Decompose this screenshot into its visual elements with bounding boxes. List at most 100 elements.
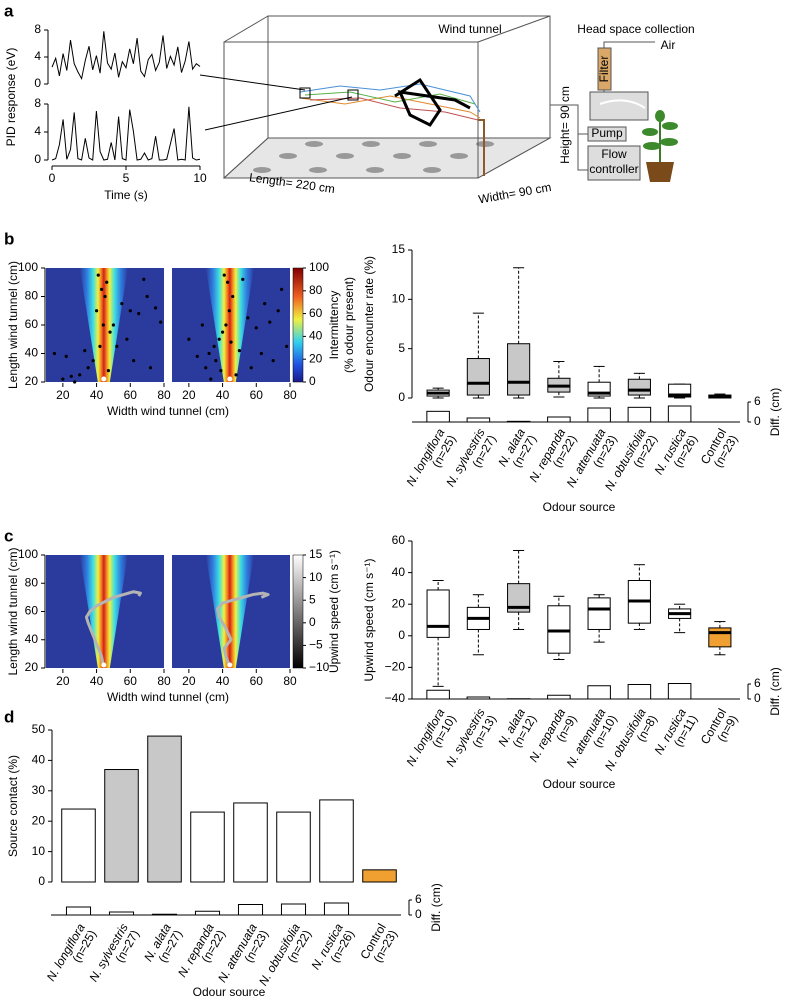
- position-point: [83, 349, 86, 352]
- x-tick-label: 10: [193, 171, 207, 185]
- position-point: [159, 321, 162, 324]
- position-point: [98, 345, 101, 348]
- position-point: [92, 359, 95, 362]
- diff-bar: [628, 407, 651, 422]
- position-point: [137, 312, 140, 315]
- y-tick-label: 0: [754, 414, 761, 428]
- odour-source: [101, 377, 106, 382]
- bar: [320, 800, 354, 882]
- y-tick-label: −40: [385, 691, 406, 705]
- position-point: [65, 355, 68, 358]
- y-tick-label: 60: [25, 317, 39, 331]
- diff-bar: [467, 418, 490, 422]
- diagram-title: Wind tunnel: [438, 22, 501, 36]
- position-point: [204, 366, 207, 369]
- panel-letter: c: [4, 526, 13, 545]
- flow-controller-label: controller: [589, 162, 638, 176]
- y-tick-label: 60: [392, 533, 406, 547]
- position-point: [146, 295, 149, 298]
- x-tick-label: 80: [157, 674, 171, 688]
- position-point: [70, 375, 73, 378]
- y-tick-label: −20: [385, 660, 406, 674]
- position-point: [231, 295, 234, 298]
- box: [508, 344, 530, 395]
- y-tick-label: 0: [309, 374, 316, 388]
- position-point: [268, 321, 271, 324]
- y-axis-label: Odour encounter rate (%): [362, 256, 376, 392]
- bar: [105, 770, 139, 882]
- x-tick-label: 40: [90, 674, 104, 688]
- bar: [191, 812, 225, 882]
- box: [628, 379, 650, 395]
- diff-axis-label: Diff. (cm): [768, 667, 782, 715]
- y-tick-label: 40: [32, 753, 46, 767]
- pid-trace: [52, 31, 200, 78]
- y-axis-label: Length wind tunnel (cm): [6, 261, 20, 389]
- position-point: [223, 274, 226, 277]
- y-tick-label: 0: [398, 628, 405, 642]
- diff-bar: [548, 417, 571, 422]
- position-point: [221, 331, 224, 334]
- position-point: [224, 323, 227, 326]
- x-axis-label: Odour source: [543, 500, 616, 514]
- diff-bar: [281, 904, 305, 915]
- position-point: [238, 349, 241, 352]
- box: [709, 628, 731, 647]
- colorbar: [293, 555, 303, 668]
- bar: [148, 736, 182, 882]
- panel-letter: a: [4, 1, 14, 20]
- position-point: [277, 309, 280, 312]
- y-tick-label: 60: [309, 306, 323, 320]
- colorbar-label: (% odour present): [342, 277, 356, 373]
- position-point: [196, 355, 199, 358]
- y-axis-label: PID response (eV): [4, 48, 18, 147]
- x-tick-label: 80: [157, 388, 171, 402]
- position-point: [105, 281, 108, 284]
- y-tick-label: 100: [18, 260, 38, 274]
- position-point: [61, 378, 64, 381]
- position-point: [187, 338, 190, 341]
- x-tick-label: 20: [182, 674, 196, 688]
- position-point: [107, 369, 110, 372]
- position-point: [209, 378, 212, 381]
- position-point: [213, 345, 216, 348]
- y-tick-label: 80: [25, 575, 39, 589]
- bar: [277, 812, 311, 882]
- y-tick-label: 8: [34, 96, 41, 110]
- position-point: [132, 359, 135, 362]
- colorbar-label: Upwind speed (cm s⁻¹): [327, 550, 341, 673]
- position-point: [125, 338, 128, 341]
- diff-axis-label: Diff. (cm): [429, 883, 443, 931]
- bar: [234, 803, 268, 882]
- x-axis-label: Width wind tunnel (cm): [107, 404, 229, 418]
- x-tick-label: 20: [182, 388, 196, 402]
- x-axis-label: Width wind tunnel (cm): [107, 690, 229, 704]
- x-tick-label: 80: [283, 674, 297, 688]
- odour-source: [227, 663, 232, 668]
- y-tick-label: 80: [25, 289, 39, 303]
- position-point: [129, 309, 132, 312]
- position-point: [73, 380, 76, 383]
- position-point: [263, 302, 266, 305]
- flow-controller-label: Flow: [601, 147, 627, 161]
- x-tick-label: 5: [123, 171, 130, 185]
- x-tick-label: 60: [250, 388, 264, 402]
- x-axis-label: Odour source: [193, 985, 266, 999]
- y-tick-label: 40: [309, 329, 323, 343]
- y-tick-label: 4: [34, 49, 41, 63]
- y-tick-label: 10: [392, 292, 406, 306]
- y-tick-label: 80: [309, 283, 323, 297]
- position-point: [207, 352, 210, 355]
- y-tick-label: 0: [34, 152, 41, 166]
- x-tick-label: 20: [56, 388, 70, 402]
- x-tick-label: 60: [124, 388, 138, 402]
- wind-tunnel-diagram: Wind tunnel Length= 220 cm Width= 90 cm …: [200, 16, 695, 206]
- position-point: [229, 341, 232, 344]
- panel-letter: b: [4, 229, 14, 248]
- y-tick-label: 0: [309, 615, 316, 629]
- y-tick-label: 50: [32, 722, 46, 736]
- odour-source: [227, 377, 232, 382]
- y-tick-label: 20: [32, 813, 46, 827]
- y-tick-label: 5: [309, 592, 316, 606]
